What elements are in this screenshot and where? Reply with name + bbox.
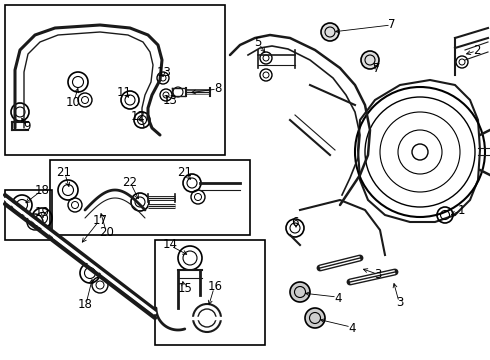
Text: 7: 7 <box>388 18 396 31</box>
Text: 18: 18 <box>77 298 93 311</box>
Bar <box>5 190 52 240</box>
Text: 4: 4 <box>334 292 342 305</box>
Circle shape <box>290 282 310 302</box>
Text: 15: 15 <box>177 282 193 294</box>
Text: 5: 5 <box>254 36 262 49</box>
Bar <box>5 5 225 155</box>
Text: 12: 12 <box>130 111 146 123</box>
Text: 2: 2 <box>473 44 481 57</box>
Text: 6: 6 <box>291 216 299 229</box>
Text: 21: 21 <box>56 166 72 180</box>
Bar <box>155 240 265 345</box>
Text: 4: 4 <box>348 321 356 334</box>
Circle shape <box>361 51 379 69</box>
Text: 10: 10 <box>66 95 80 108</box>
Text: 1: 1 <box>457 203 465 216</box>
Text: 13: 13 <box>163 94 177 107</box>
Text: 3: 3 <box>374 269 382 282</box>
Text: 19: 19 <box>34 207 49 220</box>
Text: 13: 13 <box>157 66 172 78</box>
Text: 20: 20 <box>99 225 115 238</box>
Circle shape <box>305 308 325 328</box>
Text: 21: 21 <box>177 166 193 180</box>
Text: 7: 7 <box>373 62 381 75</box>
Text: 18: 18 <box>35 184 49 197</box>
Circle shape <box>321 23 339 41</box>
Text: 3: 3 <box>396 297 404 310</box>
Text: 22: 22 <box>122 176 138 189</box>
Bar <box>50 160 250 235</box>
Text: 9: 9 <box>23 121 31 134</box>
Text: 11: 11 <box>117 85 131 99</box>
Text: 14: 14 <box>163 238 177 252</box>
Text: 16: 16 <box>207 280 222 293</box>
Text: 17: 17 <box>93 213 107 226</box>
Text: 8: 8 <box>214 81 221 94</box>
